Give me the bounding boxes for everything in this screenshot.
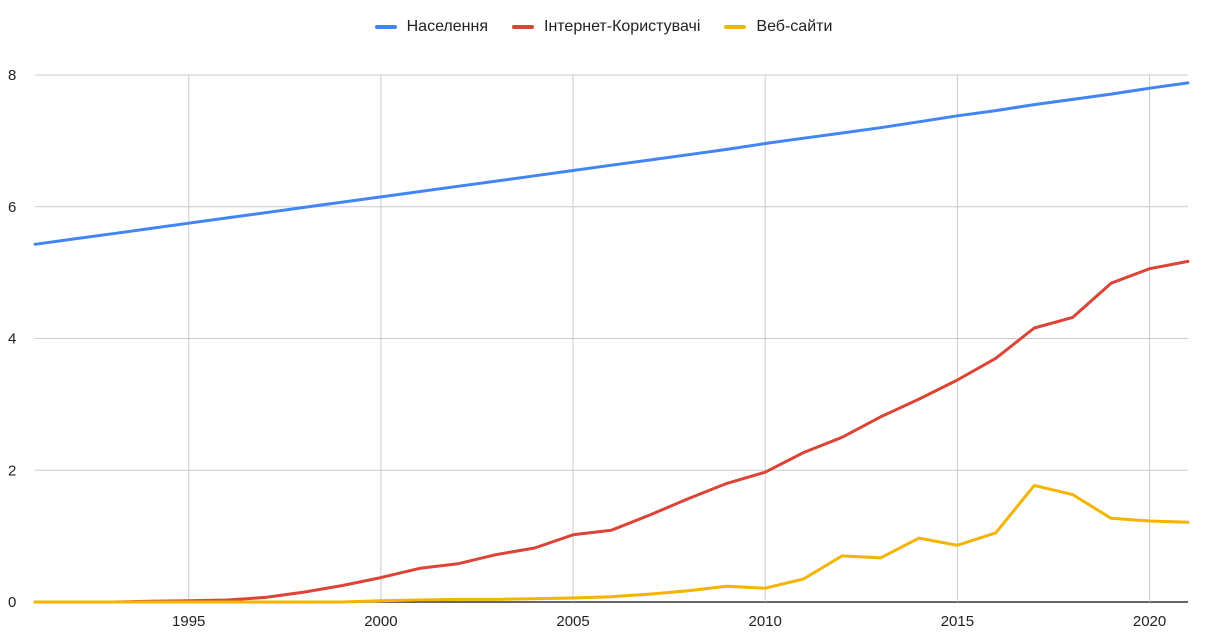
legend-item-websites[interactable]: Веб-сайти — [724, 18, 832, 36]
legend-item-population[interactable]: Населення — [374, 18, 488, 36]
x-tick-label-1995: 1995 — [172, 613, 205, 630]
legend-item-internet-users[interactable]: Інтернет-Користувачі — [512, 18, 700, 36]
legend-swatch-websites — [724, 25, 747, 29]
series-line-0[interactable] — [33, 81, 1190, 246]
legend-label-population: Населення — [406, 18, 488, 35]
legend: Населення Інтернет-Користувачі Веб-сайти — [0, 18, 1207, 36]
x-tick-label-2015: 2015 — [941, 613, 974, 630]
series-line-2[interactable] — [33, 483, 1190, 604]
series-lines — [33, 81, 1190, 604]
legend-swatch-population — [374, 25, 397, 29]
y-tick-label-0: 0 — [8, 594, 16, 611]
legend-swatch-internet-users — [512, 25, 534, 29]
x-tick-label-2005: 2005 — [556, 613, 589, 630]
x-tick-label-2010: 2010 — [749, 613, 782, 630]
y-axis-ticks: 0 2 4 6 8 — [8, 67, 16, 611]
y-tick-label-8: 8 — [8, 67, 16, 84]
x-tick-label-2020: 2020 — [1133, 613, 1166, 630]
legend-label-websites: Веб-сайти — [756, 18, 833, 35]
legend-label-internet-users: Інтернет-Користувачі — [544, 18, 701, 35]
y-tick-label-4: 4 — [8, 331, 16, 348]
grid-lines — [35, 74, 1188, 603]
series-line-1[interactable] — [33, 259, 1190, 604]
y-tick-label-6: 6 — [8, 199, 16, 216]
y-tick-label-2: 2 — [8, 462, 16, 479]
x-axis-ticks: 1995 2000 2005 2010 2015 2020 — [172, 613, 1166, 630]
x-tick-label-2000: 2000 — [364, 613, 397, 630]
